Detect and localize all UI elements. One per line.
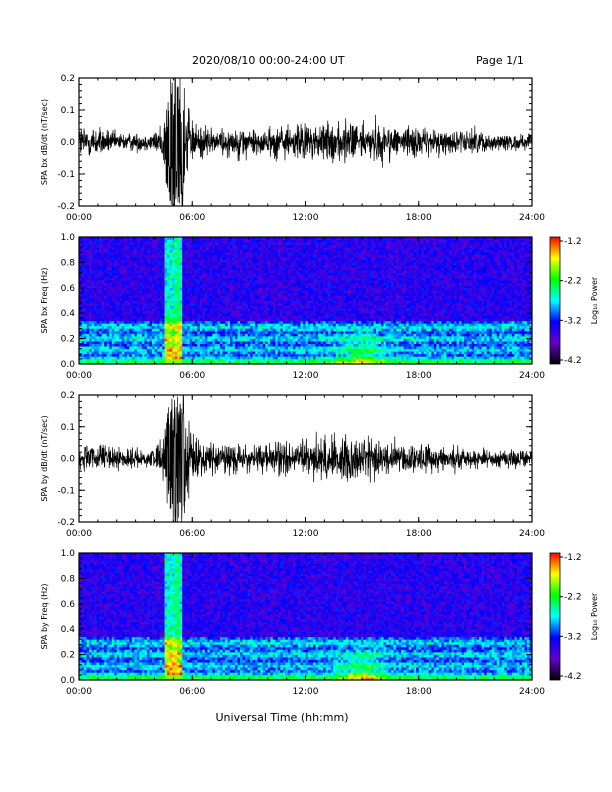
y-tick-label: 0.8 (61, 258, 76, 268)
page-number: Page 1/1 (476, 54, 524, 67)
colorbar-tick-label: -3.2 (564, 316, 582, 326)
heatmap-cells (79, 237, 533, 365)
y-tick-label: 0.2 (61, 335, 75, 345)
x-tick-label: 00:00 (66, 529, 92, 539)
y-tick-label: 0.0 (61, 138, 76, 148)
colorbar-tick-label: -2.2 (564, 593, 582, 603)
page-title: 2020/08/10 00:00-24:00 UT (192, 54, 345, 67)
y-tick-label: 0.2 (61, 651, 75, 661)
bx-time-series-panel: 00:00 06:00 12:00 18:00 24:00 -0.2 -0.1 0.0 0.1 0… (40, 74, 545, 223)
x-tick-label: 06:00 (179, 371, 205, 381)
series-line (78, 394, 533, 523)
x-tick-label: 06:00 (179, 529, 205, 539)
y-tick-label: 0.2 (61, 74, 75, 84)
y-tick-label: -0.2 (57, 202, 75, 212)
y-tick-label: 1.0 (61, 233, 76, 243)
y-axis-label: SPA by Freq (Hz) (40, 584, 49, 650)
by-spectrogram-panel: 00:00 06:00 12:00 18:00 24:00 0.0 0.2 0.4 0.6 0.8… (40, 549, 545, 697)
bx-spectrogram-panel: 00:00 06:00 12:00 18:00 24:00 0.0 0.2 0.4 0.6 0.8… (40, 233, 545, 381)
y-tick-label: -0.2 (57, 518, 75, 528)
colorbar-label: Log₁₀ Power (590, 276, 599, 324)
y-tick-label: 0.2 (61, 391, 75, 401)
y-tick-label: 0.1 (61, 423, 75, 433)
colorbar-tick-label: -1.2 (564, 553, 582, 563)
colorbar-tick-label: -4.2 (564, 672, 582, 682)
colorbar-tick-label: -2.2 (564, 277, 582, 287)
x-tick-label: 24:00 (519, 529, 545, 539)
x-tick-label: 24:00 (519, 371, 545, 381)
x-tick-label: 00:00 (66, 213, 92, 223)
heatmap-cells (79, 553, 533, 681)
y-tick-label: 0.6 (61, 600, 76, 610)
colorbar-tick-label: -1.2 (564, 237, 582, 247)
y-tick-label: 0.1 (61, 106, 75, 116)
x-tick-label: 12:00 (293, 529, 319, 539)
y-tick-label: 0.8 (61, 574, 76, 584)
colorbar-tick-label: -4.2 (564, 356, 582, 366)
x-tick-label: 00:00 (66, 371, 92, 381)
y-tick-label: 0.0 (61, 676, 76, 686)
series-line (78, 77, 533, 207)
y-tick-label: -0.1 (57, 486, 75, 496)
bx-colorbar: -1.2 -2.2 -3.2 -4.2 Log₁₀ Power (549, 236, 599, 366)
colorbar-label: Log₁₀ Power (590, 592, 599, 640)
x-tick-label: 06:00 (179, 213, 205, 223)
x-tick-label: 12:00 (293, 213, 319, 223)
x-tick-label: 18:00 (406, 371, 432, 381)
x-tick-label: 18:00 (406, 687, 432, 697)
x-tick-label: 12:00 (293, 371, 319, 381)
y-tick-label: 0.0 (61, 455, 76, 465)
colorbar-gradient (549, 236, 561, 365)
y-axis-label: SPA by dB/dt (nT/sec) (40, 415, 49, 501)
y-axis-label: SPA bx dB/dt (nT/sec) (40, 99, 49, 185)
x-tick-label: 24:00 (519, 213, 545, 223)
x-tick-label: 24:00 (519, 687, 545, 697)
colorbar-gradient (549, 552, 561, 681)
by-colorbar: -1.2 -2.2 -3.2 -4.2 Log₁₀ Power (549, 552, 599, 682)
x-tick-label: 00:00 (66, 687, 92, 697)
x-tick-label: 18:00 (406, 213, 432, 223)
by-time-series-panel: 00:00 06:00 12:00 18:00 24:00 -0.2 -0.1 0.0 0.1 0… (40, 391, 545, 539)
y-tick-label: 1.0 (61, 549, 76, 559)
y-tick-label: 0.0 (61, 360, 76, 370)
y-tick-label: -0.1 (57, 170, 75, 180)
x-axis-label: Universal Time (hh:mm) (216, 711, 349, 724)
x-tick-label: 06:00 (179, 687, 205, 697)
x-tick-label: 12:00 (293, 687, 319, 697)
colorbar-tick-label: -3.2 (564, 632, 582, 642)
y-tick-label: 0.4 (61, 309, 76, 319)
x-tick-label: 18:00 (406, 529, 432, 539)
y-axis-label: SPA bx Freq (Hz) (40, 268, 49, 334)
y-tick-label: 0.4 (61, 625, 76, 635)
y-tick-label: 0.6 (61, 284, 76, 294)
